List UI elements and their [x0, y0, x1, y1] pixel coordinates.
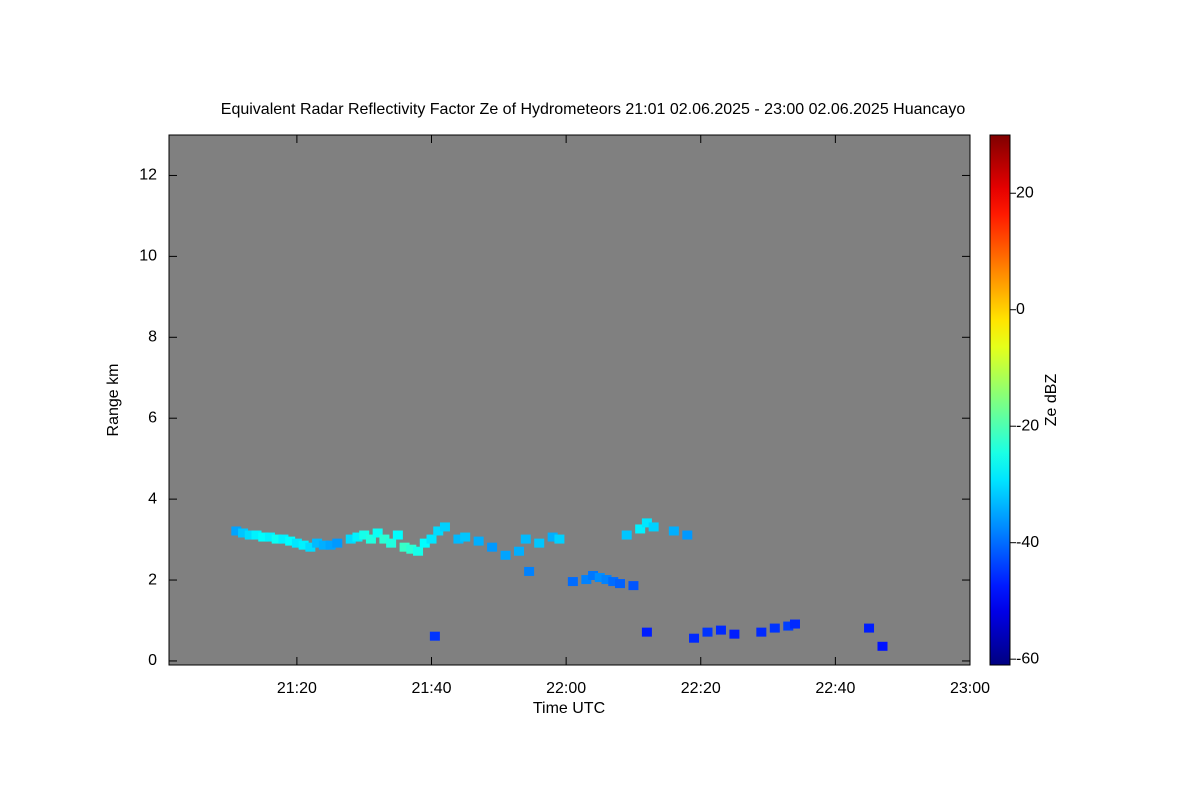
echo-cell: [641, 518, 652, 528]
echo-cell: [386, 538, 397, 548]
echo-cell: [439, 522, 450, 532]
echo-cell: [231, 526, 242, 536]
echo-cell: [594, 573, 605, 583]
echo-cell: [352, 532, 363, 542]
echo-cell: [783, 621, 794, 631]
echo-cell: [534, 538, 545, 548]
echo-cell: [702, 627, 713, 637]
echo-cell: [359, 530, 370, 540]
echo-cell: [614, 579, 625, 589]
y-tick-label: 8: [148, 329, 157, 346]
colorbar-tick-label: -40: [1016, 534, 1039, 551]
echo-cell: [426, 534, 437, 544]
echo-cell: [554, 534, 565, 544]
echo-cell: [298, 540, 309, 550]
echo-cell: [406, 544, 417, 554]
echo-cell: [689, 633, 700, 643]
echo-cell: [285, 536, 296, 546]
echo-cell: [379, 534, 390, 544]
colorbar-tick-label: 0: [1016, 301, 1025, 318]
echo-cell: [345, 534, 356, 544]
echo-cell: [413, 546, 424, 556]
echo-cell: [365, 534, 376, 544]
x-tick-label: 21:20: [277, 680, 317, 697]
y-axis-label: Range km: [105, 364, 122, 437]
echo-cell: [581, 575, 592, 585]
x-tick-label: 21:40: [411, 680, 451, 697]
echo-cell: [628, 581, 639, 591]
echo-cell: [372, 528, 383, 538]
colorbar-tick-label: -60: [1016, 650, 1039, 667]
echo-cell: [258, 532, 269, 542]
echo-cell: [729, 629, 740, 639]
echo-cell: [399, 542, 410, 552]
echo-cell: [588, 570, 599, 580]
x-tick-label: 22:00: [546, 680, 586, 697]
echo-cell: [547, 532, 558, 542]
echo-cell: [601, 575, 612, 585]
x-tick-label: 23:00: [950, 680, 990, 697]
plot-background: [169, 135, 970, 665]
echo-cell: [789, 619, 800, 629]
echo-cell: [621, 530, 632, 540]
echo-cell: [756, 627, 767, 637]
colorbar-tick-label: -20: [1016, 417, 1039, 434]
colorbar-tick-label: 20: [1016, 184, 1034, 201]
y-tick-label: 6: [148, 409, 157, 426]
y-tick-label: 12: [139, 167, 157, 184]
echo-cell: [278, 534, 289, 544]
echo-cell: [419, 538, 430, 548]
y-tick-label: 0: [148, 652, 157, 669]
echo-cell: [264, 532, 275, 542]
echo-cell: [635, 524, 646, 534]
echo-cell: [271, 534, 282, 544]
echo-cell: [487, 542, 498, 552]
echo-cell: [244, 530, 255, 540]
echo-cell: [864, 623, 875, 633]
echo-cell: [318, 540, 329, 550]
echo-cell: [769, 623, 780, 633]
echo-cell: [305, 542, 316, 552]
echo-cell: [567, 577, 578, 587]
echo-cell: [682, 530, 693, 540]
y-tick-label: 4: [148, 490, 157, 507]
y-tick-label: 2: [148, 571, 157, 588]
plot-frame: [168, 134, 971, 666]
echo-cell: [473, 536, 484, 546]
echo-cell: [332, 538, 343, 548]
echo-cell: [291, 538, 302, 548]
echo-cell: [608, 577, 619, 587]
x-tick-label: 22:40: [815, 680, 855, 697]
echo-cell: [514, 546, 525, 556]
echo-cell: [668, 526, 679, 536]
echo-cell: [238, 528, 249, 538]
echo-cell: [251, 530, 262, 540]
echo-cell: [453, 534, 464, 544]
echo-cell: [460, 532, 471, 542]
echo-cell: [641, 627, 652, 637]
echo-cell: [433, 526, 444, 536]
echo-cell: [648, 522, 659, 532]
echo-cell: [520, 534, 531, 544]
echo-cell: [877, 641, 888, 651]
colorbar: [989, 134, 1011, 666]
y-tick-label: 10: [139, 248, 157, 265]
echo-cell: [715, 625, 726, 635]
chart-title: Equivalent Radar Reflectivity Factor Ze …: [221, 101, 966, 118]
echo-cell: [392, 530, 403, 540]
echo-cell: [524, 566, 535, 576]
echo-cell: [500, 550, 511, 560]
echo-cell: [325, 540, 336, 550]
echo-cell: [312, 538, 323, 548]
colorbar-label: Ze dBZ: [1043, 374, 1060, 427]
echo-cell: [429, 631, 440, 641]
x-axis-label: Time UTC: [533, 700, 605, 717]
x-tick-label: 22:20: [681, 680, 721, 697]
